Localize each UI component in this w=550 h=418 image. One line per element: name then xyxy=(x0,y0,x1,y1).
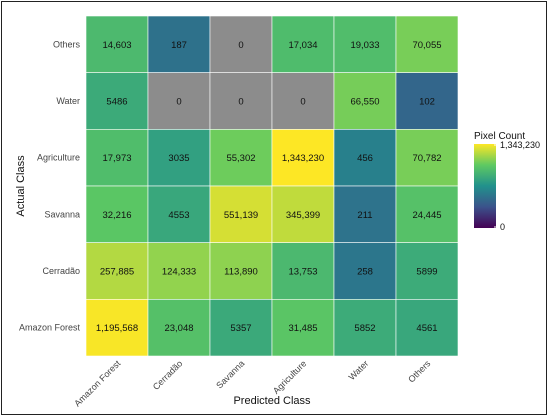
heatmap-cell xyxy=(395,72,459,130)
cell-value-label: 113,890 xyxy=(224,267,258,278)
cell-value-label: 5899 xyxy=(416,267,437,278)
x-tick-label: Water xyxy=(347,358,371,382)
cell-value-label: 5357 xyxy=(230,323,251,334)
heatmap-cell xyxy=(271,15,335,73)
cell-value-label: 102 xyxy=(419,97,435,108)
legend: Pixel Count 1,343,230 0 xyxy=(474,131,540,232)
heatmap-cell xyxy=(85,72,149,130)
heatmap-cell xyxy=(85,185,149,243)
cell-value-label: 124,333 xyxy=(162,267,196,278)
heatmap-cell xyxy=(271,299,335,357)
legend-min-label: 0 xyxy=(500,222,505,232)
cell-value-label: 5486 xyxy=(106,97,127,108)
heatmap-cell xyxy=(333,185,397,243)
x-tick-label: Amazon Forest xyxy=(72,358,123,409)
cell-value-label: 13,753 xyxy=(288,267,317,278)
cell-value-label: 345,399 xyxy=(286,210,320,221)
x-axis-title: Predicted Class xyxy=(233,395,311,407)
cell-value-label: 1,343,230 xyxy=(282,153,324,164)
cell-value-label: 70,055 xyxy=(412,40,441,51)
cell-value-label: 24,445 xyxy=(412,210,441,221)
heatmap-cell xyxy=(395,129,459,187)
cell-value-label: 0 xyxy=(238,40,243,51)
legend-max-label: 1,343,230 xyxy=(500,140,540,150)
heatmap-cell xyxy=(147,15,211,73)
cell-value-label: 187 xyxy=(171,40,187,51)
cell-value-label: 17,973 xyxy=(102,153,131,164)
y-tick-label: Others xyxy=(53,39,81,49)
cell-value-label: 70,782 xyxy=(412,153,441,164)
heatmap-cell xyxy=(85,15,149,73)
y-tick-label: Cerradão xyxy=(42,266,80,276)
cell-value-label: 0 xyxy=(300,97,305,108)
cell-value-label: 4553 xyxy=(168,210,189,221)
heatmap-cell xyxy=(395,299,459,357)
cell-value-label: 17,034 xyxy=(288,40,317,51)
cell-value-label: 3035 xyxy=(168,153,189,164)
x-tick-label: Cerradão xyxy=(151,358,185,392)
heatmap-cells xyxy=(85,15,459,357)
cell-value-label: 5852 xyxy=(354,323,375,334)
heatmap-cell xyxy=(209,299,273,357)
heatmap-cell xyxy=(209,72,273,130)
heatmap-cell xyxy=(271,72,335,130)
heatmap-cell xyxy=(209,185,273,243)
cell-value-label: 32,216 xyxy=(102,210,131,221)
heatmap-cell xyxy=(209,129,273,187)
x-tick-label: Agriculture xyxy=(271,358,308,395)
heatmap-cell-labels: 14,603 187 0 17,034 19,033 70,055 5486 0 0 0 66,55… xyxy=(96,40,442,334)
heatmap-cell xyxy=(147,129,211,187)
cell-value-label: 258 xyxy=(357,267,373,278)
cell-value-label: 4561 xyxy=(416,323,437,334)
heatmap-cell xyxy=(333,129,397,187)
heatmap-cell xyxy=(271,185,335,243)
cell-value-label: 211 xyxy=(357,210,372,221)
cell-value-label: 66,550 xyxy=(350,97,379,108)
cell-value-label: 456 xyxy=(357,153,373,164)
cell-value-label: 0 xyxy=(238,97,243,108)
cell-value-label: 19,033 xyxy=(350,40,379,51)
heatmap-cell xyxy=(85,242,149,300)
cell-value-label: 23,048 xyxy=(164,323,193,334)
legend-colorbar xyxy=(474,144,496,228)
y-tick-label: Amazon Forest xyxy=(19,323,81,333)
heatmap-cell xyxy=(395,185,459,243)
cell-value-label: 551,139 xyxy=(224,210,258,221)
y-axis-ticks: Others Water Agriculture Savanna Cerradão Ama… xyxy=(19,39,81,332)
cell-value-label: 257,885 xyxy=(100,267,134,278)
heatmap-cell xyxy=(147,185,211,243)
y-tick-label: Savanna xyxy=(44,209,80,219)
heatmap-cell xyxy=(147,72,211,130)
heatmap-cell xyxy=(85,299,149,357)
y-tick-label: Water xyxy=(56,96,80,106)
y-tick-label: Agriculture xyxy=(37,153,80,163)
heatmap-cell xyxy=(147,242,211,300)
cell-value-label: 31,485 xyxy=(288,323,317,334)
heatmap-cell xyxy=(209,15,273,73)
heatmap-cell xyxy=(85,129,149,187)
x-tick-label: Savanna xyxy=(214,358,246,390)
heatmap-cell xyxy=(333,299,397,357)
cell-value-label: 14,603 xyxy=(102,40,131,51)
heatmap-cell xyxy=(395,242,459,300)
cell-value-label: 55,302 xyxy=(226,153,255,164)
legend-title: Pixel Count xyxy=(474,131,525,142)
x-tick-label: Others xyxy=(406,358,433,385)
heatmap-cell xyxy=(333,242,397,300)
y-axis-title: Actual Class xyxy=(15,155,27,217)
heatmap-cell xyxy=(271,129,335,187)
cell-value-label: 1,195,568 xyxy=(96,323,138,334)
cell-value-label: 0 xyxy=(176,97,181,108)
